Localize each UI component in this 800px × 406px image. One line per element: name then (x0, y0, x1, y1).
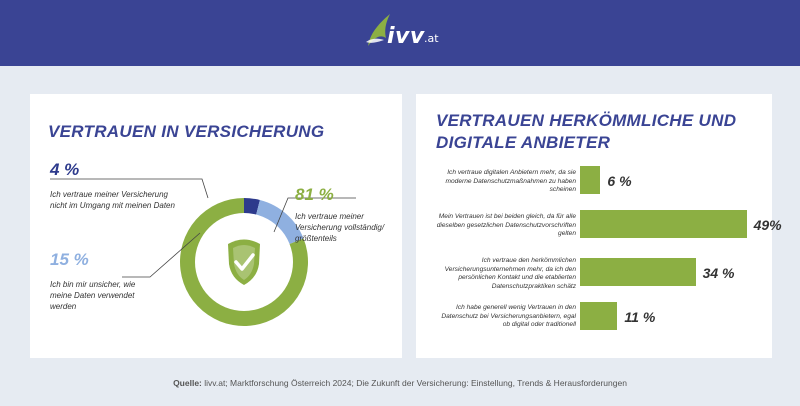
slice-value-15: 15 % (50, 250, 89, 269)
slice-label-4: Ich vertraue meiner Versicherung nicht i… (50, 190, 175, 210)
bar-category-label: Ich vertraue digitalen Anbietern mehr, d… (445, 169, 577, 193)
bar (580, 302, 618, 330)
leader-line-4 (50, 178, 209, 199)
trust-insurance-panel: VERTRAUEN IN VERSICHERUNG 4 % Ich vertra… (30, 94, 402, 358)
bar-value-label: 11 % (624, 309, 656, 325)
bar-value-label: 34 % (702, 265, 735, 281)
source-text: livv.at; Marktforschung Österreich 2024;… (201, 378, 627, 388)
header-bar: ivv .at (0, 0, 800, 66)
brand-name: ivv (387, 24, 425, 49)
bar-value-label: 49% (753, 217, 782, 233)
bar (580, 210, 747, 238)
bar-category-label: Ich habe generell wenig Vertrauen in den… (441, 304, 576, 328)
leader-line-15 (122, 232, 201, 278)
slice-value-4: 4 % (50, 160, 80, 179)
slice-label-15: Ich bin mir unsicher, wie meine Daten ve… (50, 280, 136, 311)
panel-title: VERTRAUEN IN VERSICHERUNG (48, 122, 325, 141)
shield-check-icon (228, 239, 260, 285)
source-note: Quelle: livv.at; Marktforschung Österrei… (0, 378, 800, 388)
slice-label-81: Ich vertraue meiner Versicherung vollstä… (295, 212, 385, 243)
bar-value-label: 6 % (607, 173, 632, 189)
source-label: Quelle: (173, 378, 202, 388)
bar (580, 258, 696, 286)
donut-chart (50, 178, 356, 326)
slice-value-81: 81 % (295, 185, 334, 204)
bar-category-label: Mein Vertrauen ist bei beiden gleich, da… (436, 213, 576, 237)
leader-line-81 (273, 197, 356, 233)
bar (580, 166, 601, 194)
brand-logo[interactable]: ivv .at (364, 10, 444, 56)
bar-category-label: Ich vertraue den herkömmlichen Versicher… (444, 257, 576, 290)
leaf-logo-icon (366, 14, 390, 46)
trust-providers-panel: VERTRAUEN HERKÖMMLICHE UND DIGITALE ANBI… (416, 94, 782, 358)
brand-domain: .at (424, 32, 439, 45)
panel-title: VERTRAUEN HERKÖMMLICHE UND DIGITALE ANBI… (436, 111, 737, 152)
